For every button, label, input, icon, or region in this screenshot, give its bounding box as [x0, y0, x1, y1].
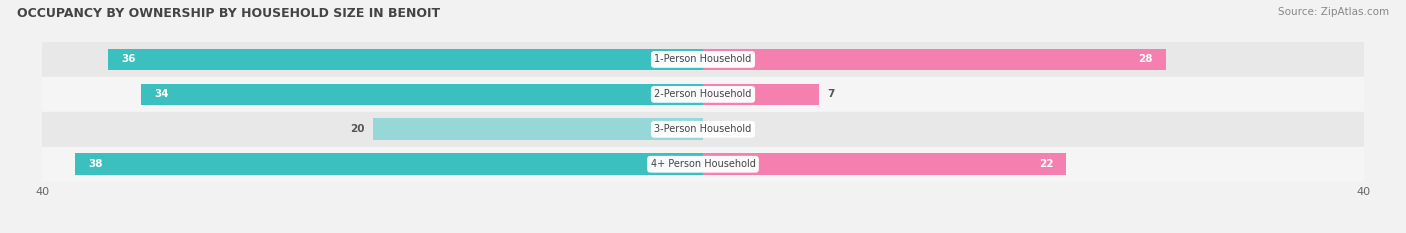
Bar — [42, 147, 1364, 182]
Text: 38: 38 — [89, 159, 103, 169]
Bar — [703, 84, 818, 105]
Text: 28: 28 — [1137, 55, 1153, 64]
Text: 0: 0 — [711, 124, 718, 134]
Text: 34: 34 — [155, 89, 169, 99]
Text: 1-Person Household: 1-Person Household — [654, 55, 752, 64]
Text: 3-Person Household: 3-Person Household — [654, 124, 752, 134]
Bar — [703, 49, 1166, 70]
Text: 2-Person Household: 2-Person Household — [654, 89, 752, 99]
Legend: Owner-occupied, Renter-occupied: Owner-occupied, Renter-occupied — [586, 230, 820, 233]
Text: 4+ Person Household: 4+ Person Household — [651, 159, 755, 169]
Bar — [141, 84, 703, 105]
Text: 20: 20 — [350, 124, 364, 134]
Text: 36: 36 — [121, 55, 136, 64]
Bar — [42, 42, 1364, 77]
Bar — [108, 49, 703, 70]
Text: 22: 22 — [1039, 159, 1053, 169]
Text: Source: ZipAtlas.com: Source: ZipAtlas.com — [1278, 7, 1389, 17]
Text: 7: 7 — [827, 89, 834, 99]
Bar — [703, 154, 1066, 175]
Text: OCCUPANCY BY OWNERSHIP BY HOUSEHOLD SIZE IN BENOIT: OCCUPANCY BY OWNERSHIP BY HOUSEHOLD SIZE… — [17, 7, 440, 20]
Bar — [42, 112, 1364, 147]
Bar — [42, 77, 1364, 112]
Bar — [75, 154, 703, 175]
Bar — [373, 118, 703, 140]
